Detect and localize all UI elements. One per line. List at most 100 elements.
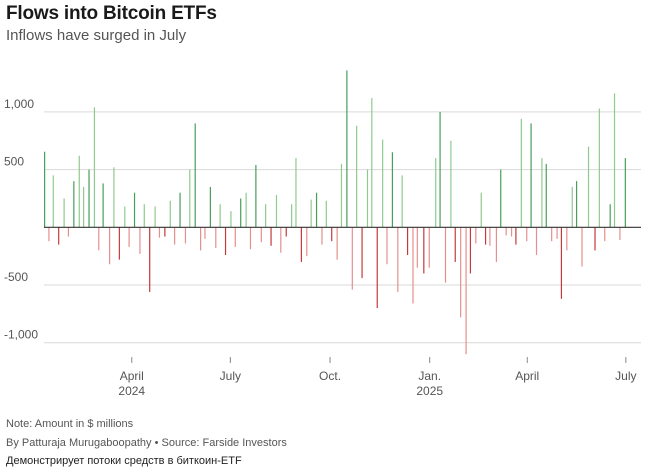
flow-bar <box>240 198 242 228</box>
flow-bar <box>321 227 323 245</box>
flow-bar <box>460 227 462 318</box>
flow-bar <box>219 204 221 228</box>
flow-bar <box>265 204 267 228</box>
flow-bar <box>376 227 378 309</box>
flow-bar <box>113 167 115 228</box>
flow-bar <box>500 169 502 228</box>
flow-bar <box>484 227 487 245</box>
flow-bar <box>604 227 606 242</box>
flow-bar <box>556 227 558 239</box>
flow-bar <box>594 227 596 251</box>
chart-note: Note: Amount in $ millions <box>6 418 134 430</box>
x-tick-label: April <box>120 369 144 383</box>
y-tick-label: 1,000 <box>4 97 34 111</box>
flow-bar <box>489 227 491 246</box>
flow-bar <box>423 227 425 274</box>
flow-bar <box>480 192 482 228</box>
flow-bar <box>356 125 358 228</box>
flow-bar <box>93 107 96 228</box>
flow-bar <box>401 175 403 228</box>
flow-bar <box>613 93 616 228</box>
flow-bar <box>406 227 409 255</box>
flow-bar <box>224 227 227 255</box>
flow-bar <box>336 227 338 260</box>
flow-bar <box>98 227 100 251</box>
flow-bar <box>391 152 393 228</box>
flow-bar <box>361 227 363 279</box>
flow-bar <box>109 227 111 265</box>
flow-bar <box>184 227 187 244</box>
byline: By Patturaja Murugaboopathy <box>6 437 152 449</box>
flow-bar <box>575 181 578 228</box>
flow-bar <box>169 200 171 228</box>
chart-credit: By Patturaja Murugaboopathy • Source: Fa… <box>6 437 287 449</box>
flow-bar <box>530 123 532 228</box>
flow-bar <box>200 227 202 251</box>
flow-bar <box>465 227 467 355</box>
flow-bar <box>174 227 176 245</box>
flow-bar <box>230 211 232 228</box>
separator-dot: • <box>154 437 162 449</box>
flow-bar <box>386 227 388 265</box>
flow-bar <box>371 98 373 228</box>
flow-bar <box>366 169 369 228</box>
flow-bar <box>249 227 252 250</box>
flow-bar <box>48 227 50 242</box>
flow-bar <box>609 204 611 228</box>
source-text: Source: Farside Investors <box>161 437 287 449</box>
flow-bar <box>541 158 543 228</box>
flow-bar <box>450 140 452 228</box>
flow-bar <box>545 163 547 228</box>
x-year-label: 2024 <box>118 384 145 398</box>
x-tick-label: April <box>515 369 539 383</box>
flow-bar <box>505 227 507 236</box>
flow-bar <box>143 204 145 228</box>
flow-bar <box>67 227 70 237</box>
x-tick-label: Jan. <box>418 369 441 383</box>
y-tick-label: 500 <box>4 155 24 169</box>
flow-bar <box>587 146 590 228</box>
flow-bar <box>194 123 196 228</box>
flow-bar <box>340 163 343 228</box>
flow-bar <box>88 169 90 228</box>
flow-bar <box>444 227 447 283</box>
gridlines <box>44 111 641 344</box>
flow-bar <box>310 199 312 228</box>
flow-bar <box>124 206 126 228</box>
flow-bar <box>164 227 166 237</box>
flow-bar <box>58 227 60 245</box>
flow-bar <box>158 227 161 238</box>
flow-bar <box>133 192 136 228</box>
flow-bar <box>520 118 522 228</box>
x-tick-label: Oct. <box>319 369 341 383</box>
flow-bar <box>315 192 318 228</box>
flow-bar <box>255 165 257 228</box>
flow-bar <box>44 151 46 228</box>
flow-bar <box>234 227 236 247</box>
flow-bar <box>346 70 348 228</box>
bars <box>44 70 626 355</box>
flow-bar <box>475 227 477 244</box>
flow-bar <box>439 111 441 228</box>
flow-bar <box>270 227 272 246</box>
flow-bar <box>454 227 456 262</box>
flow-bar <box>300 227 302 262</box>
flow-bar <box>118 227 120 260</box>
flow-bar <box>571 186 573 228</box>
x-tick-label: July <box>615 369 636 383</box>
flow-bar <box>382 139 384 228</box>
flow-bar <box>73 181 75 228</box>
flow-bar <box>566 227 568 251</box>
flow-bar <box>128 227 130 247</box>
flow-bar <box>416 227 418 268</box>
x-tick-label: July <box>220 369 241 383</box>
flow-bar <box>215 227 217 249</box>
flow-bar <box>179 192 181 228</box>
flow-bar <box>306 227 308 257</box>
flow-bar <box>154 206 156 228</box>
flow-bar <box>526 227 528 242</box>
flow-bar <box>139 227 141 254</box>
chart-subtitle: Inflows have surged in July <box>6 27 187 44</box>
flow-bar <box>204 227 206 239</box>
flow-bar <box>149 227 151 292</box>
